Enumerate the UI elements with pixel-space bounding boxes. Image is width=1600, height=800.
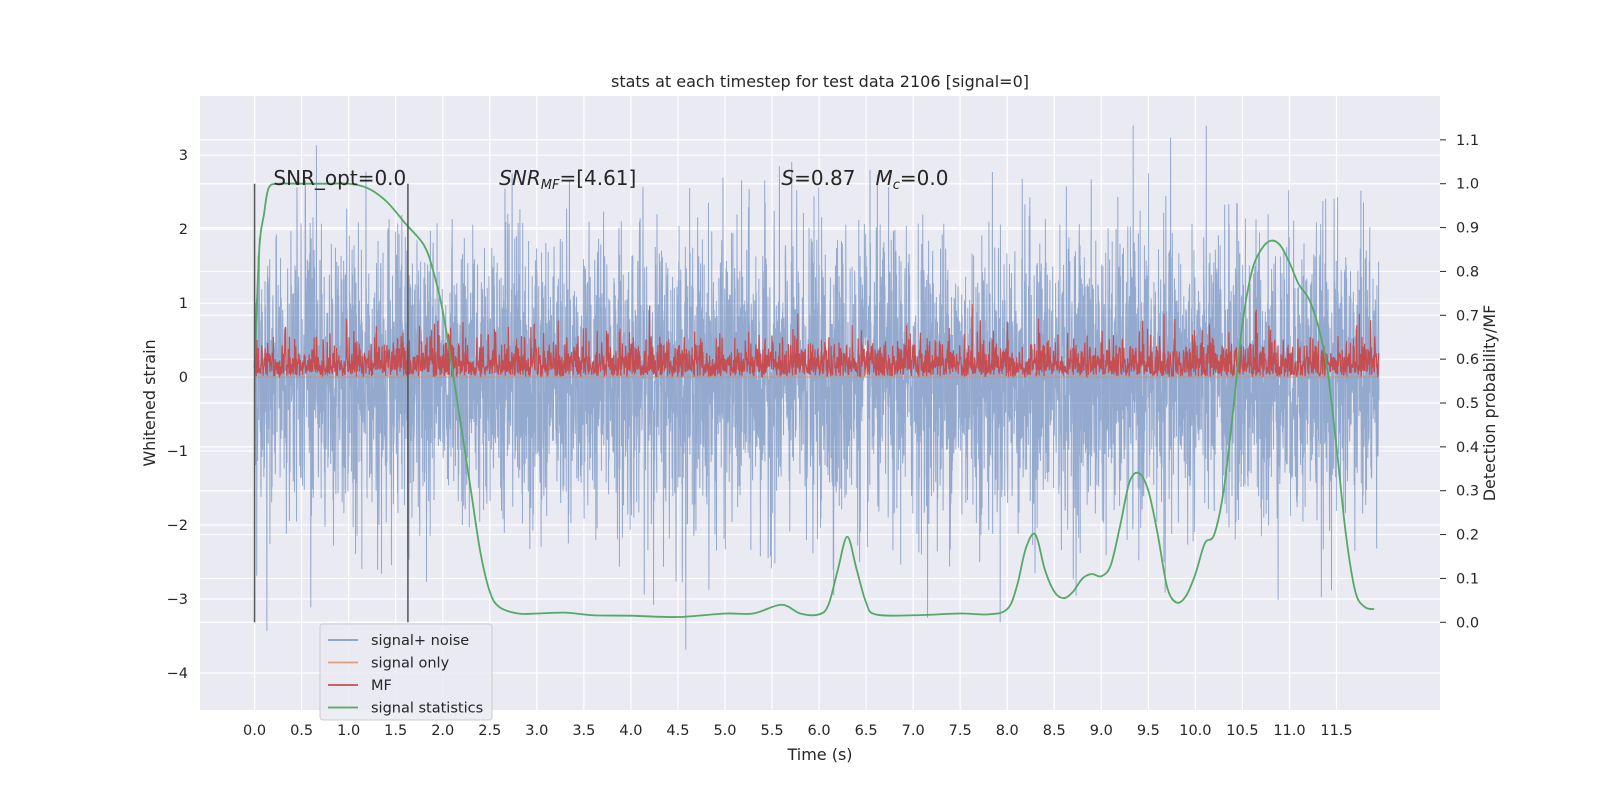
series-mf-line (253, 304, 1380, 379)
y2-tick-label: 1.0 (1456, 177, 1479, 193)
legend-label: signal+ noise (371, 633, 469, 649)
legend: signal+ noise signal only MF signal statist… (319, 623, 493, 721)
y2-tick-label: 0.0 (1456, 615, 1479, 631)
y-tick-label: −4 (167, 666, 188, 682)
series-layer (253, 125, 1380, 650)
x-tick-label: 5.5 (760, 723, 783, 739)
x-tick-label: 9.0 (1090, 723, 1113, 739)
y-tick-label: −2 (167, 518, 188, 534)
y-tick-label: 3 (179, 148, 188, 164)
y2-tick-label: 0.7 (1456, 308, 1479, 324)
x-tick-label: 6.5 (855, 723, 878, 739)
y-tick-label: 2 (179, 222, 188, 238)
y2-tick-label: 0.5 (1456, 396, 1479, 412)
annotation-text: S=0.87 (781, 166, 855, 190)
x-tick-label: 2.5 (478, 723, 501, 739)
legend-label: signal statistics (371, 701, 483, 717)
x-tick-label: 10.0 (1179, 723, 1211, 739)
y-tick-labels: 3 2 1 0 −1 −2 −3 −4 (167, 148, 188, 682)
x-tick-label: 3.0 (525, 723, 548, 739)
y2-tick-labels: 1.1 1.0 0.9 0.8 0.7 0.6 0.5 0.4 0.3 0.2 0.1 0.0 (1440, 133, 1479, 631)
annotations: SNR_opt=0.0 SNRMF=[4.61] S=0.87 Mc=0.0 (273, 166, 948, 193)
series-signal-statistics-line (253, 182, 1375, 618)
x-tick-label: 0.5 (290, 723, 313, 739)
y2-tick-label: 0.4 (1456, 440, 1479, 456)
chart-title: stats at each timestep for test data 210… (611, 72, 1029, 91)
y-tick-label: 1 (179, 296, 188, 312)
y2-tick-label: 0.2 (1456, 528, 1479, 544)
y2-tick-label: 0.1 (1456, 571, 1479, 587)
x-tick-label: 2.0 (431, 723, 454, 739)
y-axis-label: Whitened strain (140, 339, 159, 466)
x-tick-label: 9.5 (1137, 723, 1160, 739)
x-tick-label: 6.0 (808, 723, 831, 739)
x-tick-label: 4.5 (666, 723, 689, 739)
x-tick-label: 4.0 (619, 723, 642, 739)
x-tick-label: 11.5 (1320, 723, 1352, 739)
x-tick-label: 7.5 (949, 723, 972, 739)
y2-axis-label: Detection probability/MF (1480, 305, 1499, 502)
y2-tick-label: 0.9 (1456, 221, 1479, 237)
y2-tick-label: 0.3 (1456, 484, 1479, 500)
y2-tick-label: 0.8 (1456, 264, 1479, 280)
x-tick-label: 7.0 (902, 723, 925, 739)
y2-tick-label: 1.1 (1456, 133, 1479, 149)
x-axis-label: Time (s) (786, 745, 852, 764)
annotation-text: SNRMF=[4.61] (499, 166, 636, 193)
x-tick-label: 8.0 (996, 723, 1019, 739)
vertical-markers (253, 183, 409, 623)
x-tick-label: 1.0 (337, 723, 360, 739)
x-tick-label: 0.0 (243, 723, 266, 739)
legend-box (319, 623, 493, 721)
y-tick-label: 0 (179, 370, 188, 386)
x-tick-labels: 0.0 0.5 1.0 1.5 2.0 2.5 3.0 3.5 4.0 4.5 5.0 5.5 6.0 6… (243, 723, 1353, 739)
x-tick-label: 1.5 (384, 723, 407, 739)
annotation-text: SNR_opt=0.0 (273, 166, 406, 190)
x-tick-label: 8.5 (1043, 723, 1066, 739)
series-signal-plus-noise-line (254, 125, 1380, 650)
x-tick-label: 5.0 (713, 723, 736, 739)
legend-label: signal only (371, 656, 450, 672)
y2-tick-label: 0.6 (1456, 352, 1479, 368)
x-tick-label: 3.5 (572, 723, 595, 739)
x-tick-label: 10.5 (1226, 723, 1258, 739)
annotation-text: Mc=0.0 (876, 166, 949, 193)
x-tick-label: 11.0 (1273, 723, 1305, 739)
y-tick-label: −3 (167, 592, 188, 608)
y-tick-label: −1 (167, 444, 188, 460)
legend-label: MF (371, 678, 392, 694)
